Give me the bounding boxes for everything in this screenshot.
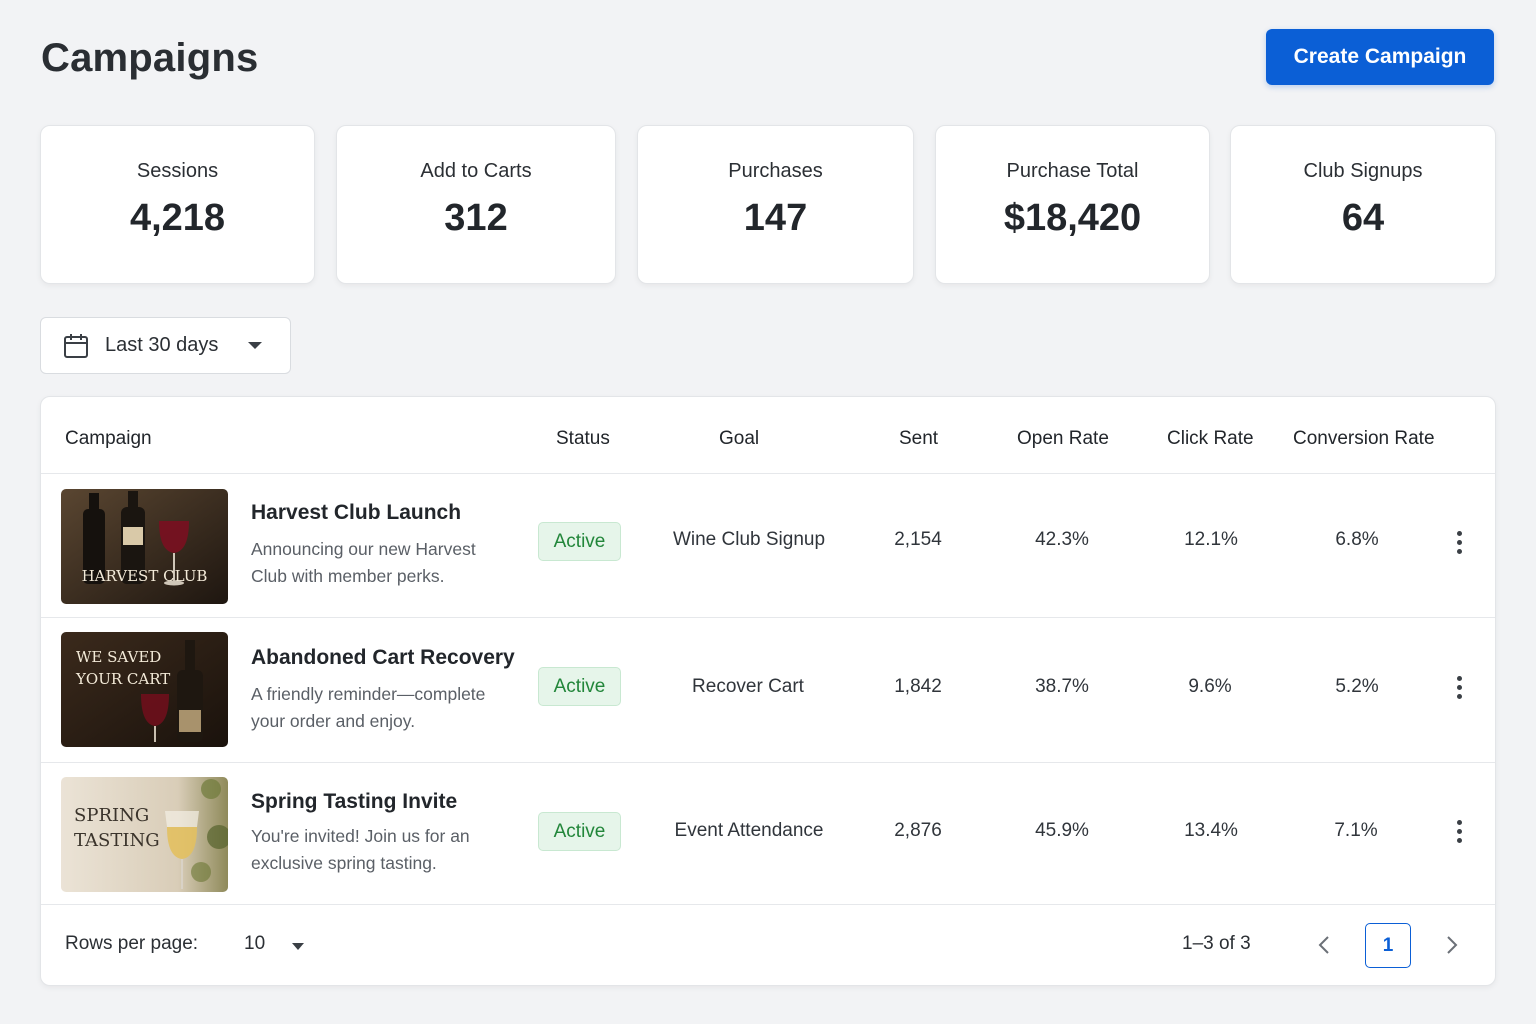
campaign-description: A friendly reminder—complete your order …: [251, 684, 486, 731]
thumbnail-text: YOUR CART: [76, 670, 171, 688]
thumbnail-text: SPRING: [74, 805, 150, 826]
open-rate-cell: 42.3%: [1035, 529, 1089, 550]
campaign-thumbnail: WE SAVED YOUR CART: [61, 632, 228, 747]
rows-per-page-select[interactable]: 10: [244, 933, 266, 954]
chevron-down-icon[interactable]: [292, 943, 304, 950]
sent-cell: 2,876: [894, 820, 942, 841]
stat-card-club-signups: Club Signups 64: [1230, 125, 1496, 284]
stat-card-sessions: Sessions 4,218: [40, 125, 315, 284]
sent-cell: 2,154: [894, 529, 942, 550]
page-button-current[interactable]: 1: [1365, 923, 1411, 968]
click-rate-cell: 12.1%: [1184, 529, 1238, 550]
column-header-click-rate[interactable]: Click Rate: [1167, 428, 1254, 449]
date-range-dropdown[interactable]: Last 30 days: [40, 317, 291, 374]
open-rate-cell: 38.7%: [1035, 676, 1089, 697]
click-rate-cell: 9.6%: [1188, 676, 1232, 697]
conversion-rate-cell: 5.2%: [1335, 676, 1379, 697]
divider: [41, 904, 1495, 905]
stat-label: Purchases: [728, 160, 823, 182]
campaign-thumbnail: SPRING TASTING: [61, 777, 228, 892]
conversion-rate-cell: 7.1%: [1334, 820, 1378, 841]
thumbnail-text: TASTING: [74, 830, 160, 851]
stat-card-add-to-carts: Add to Carts 312: [336, 125, 616, 284]
chevron-right-icon[interactable]: [1441, 935, 1461, 955]
chevron-left-icon[interactable]: [1315, 935, 1335, 955]
rows-per-page-label: Rows per page:: [65, 933, 199, 954]
campaign-title[interactable]: Harvest Club Launch: [251, 501, 462, 524]
campaign-description: You're invited! Join us for an exclusive…: [251, 826, 470, 873]
status-badge: Active: [538, 812, 621, 851]
open-rate-cell: 45.9%: [1035, 820, 1089, 841]
divider: [41, 762, 1495, 763]
stat-label: Purchase Total: [1006, 160, 1139, 182]
thumbnail-text: HARVEST CLUB: [81, 567, 208, 585]
stat-value: 4,218: [129, 197, 226, 239]
page-title: Campaigns: [41, 36, 259, 80]
campaign-title[interactable]: Spring Tasting Invite: [251, 790, 458, 813]
create-campaign-button[interactable]: Create Campaign: [1266, 29, 1494, 85]
pagination-range: 1–3 of 3: [1182, 933, 1251, 954]
status-badge: Active: [538, 522, 621, 561]
campaign-description: Announcing our new Harvest Club with mem…: [251, 539, 476, 586]
more-options-icon[interactable]: [1454, 820, 1464, 846]
campaign-title[interactable]: Abandoned Cart Recovery: [251, 646, 515, 669]
campaigns-table: Campaign Status Goal Sent Open Rate Clic…: [40, 396, 1496, 986]
date-range-label: Last 30 days: [105, 334, 219, 356]
status-badge: Active: [538, 667, 621, 706]
stat-value: 147: [743, 197, 808, 239]
goal-cell: Wine Club Signup: [672, 529, 826, 550]
stat-card-purchases: Purchases 147: [637, 125, 914, 284]
column-header-conversion-rate[interactable]: Conversion Rate: [1293, 428, 1435, 449]
column-header-status[interactable]: Status: [556, 428, 610, 449]
column-header-open-rate[interactable]: Open Rate: [1017, 428, 1109, 449]
stat-value: $18,420: [1003, 197, 1142, 239]
stat-value: 312: [444, 197, 508, 239]
column-header-sent[interactable]: Sent: [899, 428, 939, 449]
sent-cell: 1,842: [894, 676, 942, 697]
conversion-rate-cell: 6.8%: [1335, 529, 1379, 550]
stat-label: Club Signups: [1303, 160, 1423, 182]
table-row[interactable]: WE SAVED YOUR CART Abandoned Cart Recove…: [41, 618, 1495, 762]
column-header-goal[interactable]: Goal: [719, 428, 760, 449]
stat-label: Sessions: [136, 160, 219, 182]
table-row[interactable]: SPRING TASTING Spring Tasting Invite You…: [41, 763, 1495, 907]
click-rate-cell: 13.4%: [1184, 820, 1238, 841]
stat-label: Add to Carts: [420, 160, 532, 182]
more-options-icon[interactable]: [1454, 676, 1464, 702]
divider: [41, 617, 1495, 618]
divider: [41, 473, 1495, 474]
stat-card-purchase-total: Purchase Total $18,420: [935, 125, 1210, 284]
campaign-thumbnail: HARVEST CLUB: [61, 489, 228, 604]
chevron-down-icon: [248, 342, 263, 349]
table-row[interactable]: HARVEST CLUB Harvest Club Launch Announc…: [41, 474, 1495, 618]
thumbnail-text: WE SAVED: [76, 648, 162, 666]
column-header-campaign[interactable]: Campaign: [65, 428, 152, 449]
goal-cell: Recover Cart: [692, 676, 804, 697]
stat-value: 64: [1341, 197, 1385, 239]
more-options-icon[interactable]: [1454, 531, 1464, 557]
calendar-icon: [64, 333, 88, 358]
goal-cell: Event Attendance: [674, 820, 824, 841]
